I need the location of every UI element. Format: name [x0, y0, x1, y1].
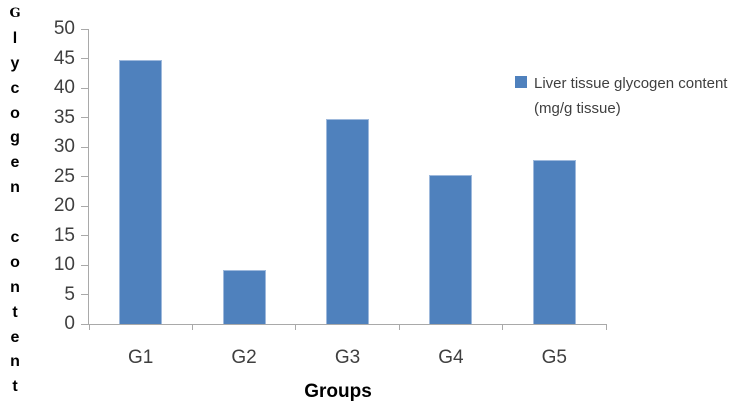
- y-axis-tick: [81, 323, 89, 325]
- y-axis-tick: [81, 294, 89, 295]
- y-axis-tick: [81, 117, 89, 118]
- y-tick-label: 35: [53, 106, 75, 128]
- bar-g3: [326, 119, 369, 324]
- y-axis-title-letter: g: [10, 129, 20, 147]
- x-category-label: G3: [334, 347, 361, 368]
- y-tick-label: 15: [53, 224, 75, 246]
- y-axis-tick: [81, 28, 89, 30]
- y-axis-title-letter: o: [10, 104, 20, 122]
- y-axis-tick: [81, 264, 89, 266]
- y-tick-label: 25: [53, 165, 75, 187]
- bar-g2: [222, 270, 266, 324]
- y-axis-tick: [81, 235, 89, 236]
- y-tick-label: 10: [53, 254, 75, 275]
- x-axis-title: Groups: [304, 381, 372, 402]
- y-tick-label: 0: [64, 313, 75, 334]
- y-axis-title-letter: o: [10, 253, 20, 271]
- x-category-label: G5: [541, 347, 567, 368]
- y-axis-tick: [81, 87, 89, 89]
- legend-label-line: Liver tissue glycogen content: [534, 75, 728, 92]
- y-axis-title-letter: n: [10, 278, 20, 296]
- y-axis-title-letter: l: [12, 29, 18, 47]
- x-axis-tick: [191, 324, 193, 330]
- y-axis-title-letter: t: [12, 303, 18, 321]
- y-tick-label: 40: [53, 77, 75, 98]
- x-axis-tick: [295, 324, 297, 330]
- y-tick-label: 20: [53, 195, 75, 216]
- y-axis-title-letter: e: [10, 328, 20, 346]
- y-axis-tick: [81, 205, 89, 207]
- y-tick-label: 5: [64, 283, 75, 305]
- y-axis-title-letter: G: [9, 6, 21, 21]
- y-tick-label: 45: [53, 47, 75, 69]
- x-category-label: G1: [128, 347, 154, 368]
- legend: Liver tissue glycogen content (mg/g tissu…: [515, 71, 727, 121]
- y-axis-title-letter: c: [10, 229, 20, 247]
- x-category-label: G2: [231, 347, 257, 368]
- y-axis-tick: [81, 58, 89, 59]
- y-tick-label: 30: [53, 136, 75, 157]
- x-category-label: G4: [438, 347, 464, 368]
- y-axis-title-letter: [2, 201, 28, 226]
- y-axis-title-letter: c: [10, 79, 20, 97]
- y-axis-title-letter: n: [10, 353, 20, 371]
- x-axis-tick: [88, 324, 90, 330]
- legend-label-line: (mg/g tissue): [534, 100, 621, 117]
- x-axis-tick: [398, 324, 400, 330]
- bar-g5: [532, 160, 576, 324]
- y-axis-title-letter: n: [10, 179, 20, 197]
- bar-g1: [119, 59, 163, 324]
- y-axis-title-letter: t: [12, 378, 18, 396]
- plot-area: 0 5 10 15 20 25 30 35 40 45 50 G1 G2 G3 G4 G5: [54, 18, 607, 368]
- legend-swatch-icon: [515, 76, 527, 88]
- bar-g4: [429, 175, 473, 324]
- y-axis-title-letter: e: [10, 154, 20, 172]
- y-axis-tick: [81, 176, 89, 177]
- y-tick-label: 50: [53, 18, 75, 39]
- y-axis-tick: [81, 146, 89, 148]
- y-axis-title-letter: y: [10, 54, 20, 72]
- x-axis-tick: [502, 324, 504, 330]
- x-axis-tick: [605, 324, 607, 330]
- legend-label: Liver tissue glycogen content (mg/g tissu…: [534, 71, 727, 121]
